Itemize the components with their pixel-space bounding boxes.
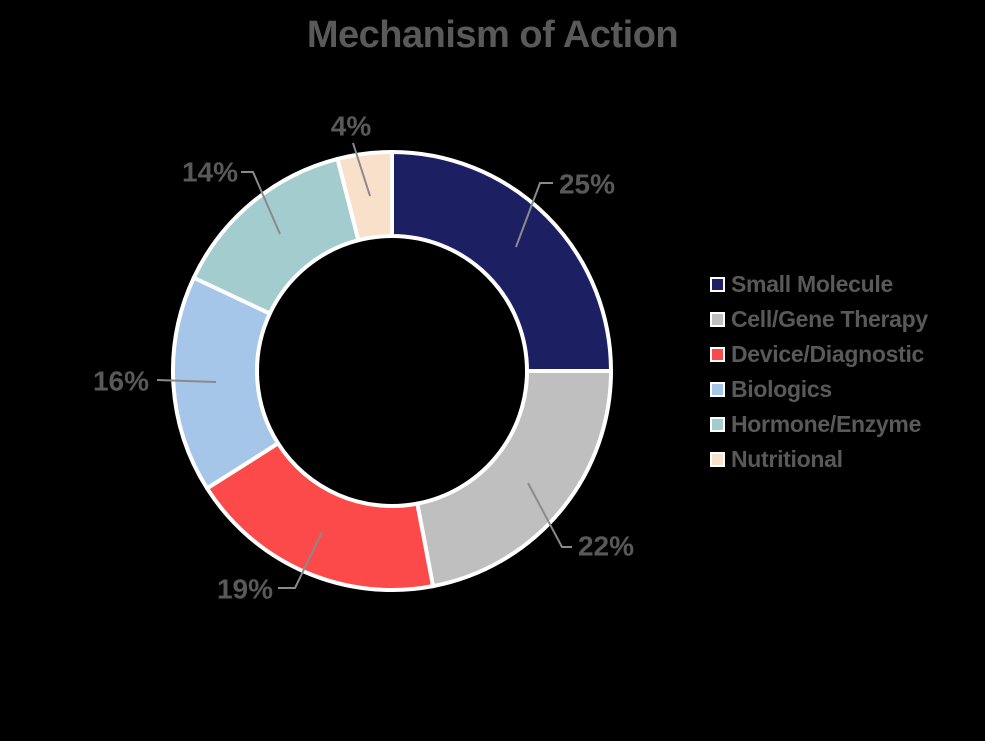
legend-item-nutritional: Nutritional: [710, 442, 928, 477]
legend-swatch-icon: [710, 452, 725, 467]
legend-swatch-icon: [710, 347, 725, 362]
legend-label: Hormone/Enzyme: [731, 411, 922, 437]
legend-item-biologics: Biologics: [710, 372, 928, 407]
leader-line: [527, 482, 572, 548]
chart-legend: Small Molecule Cell/Gene Therapy Device/Di…: [710, 267, 928, 477]
legend-item-device-diagnostic: Device/Diagnostic: [710, 337, 928, 372]
legend-label: Biologics: [731, 376, 832, 402]
legend-swatch-icon: [710, 312, 725, 327]
legend-item-cell-gene-therapy: Cell/Gene Therapy: [710, 302, 928, 337]
data-label: 25%: [559, 169, 615, 200]
donut-slice-small-molecule: [390, 150, 613, 373]
legend-swatch-icon: [710, 417, 725, 432]
legend-label: Cell/Gene Therapy: [731, 306, 928, 332]
data-label: 19%: [217, 574, 273, 605]
donut-slice-cell-gene-therapy: [415, 369, 613, 589]
data-label: 4%: [331, 111, 372, 142]
leader-line: [278, 531, 323, 589]
chart-title: Mechanism of Action: [306, 14, 679, 56]
leader-line: [156, 379, 217, 383]
legend-swatch-icon: [710, 382, 725, 397]
legend-swatch-icon: [710, 277, 725, 292]
leader-line: [241, 171, 281, 235]
leader-line: [515, 182, 553, 248]
legend-label: Device/Diagnostic: [731, 341, 925, 367]
legend-item-hormone-enzyme: Hormone/Enzyme: [710, 407, 928, 442]
data-label: 22%: [578, 531, 634, 562]
percent-labels: 25% 22% 19% 16% 14% 4%: [93, 111, 634, 605]
legend-label: Small Molecule: [731, 271, 893, 297]
leader-lines: [156, 142, 572, 589]
data-label: 14%: [182, 157, 238, 188]
donut-slice-device-diagnostic: [205, 441, 436, 592]
donut-slices: [171, 150, 613, 592]
data-label: 16%: [93, 366, 149, 397]
donut-slice-nutritional: [335, 150, 394, 243]
leader-line: [352, 142, 371, 197]
legend-item-small-molecule: Small Molecule: [710, 267, 928, 302]
legend-label: Nutritional: [731, 446, 843, 472]
